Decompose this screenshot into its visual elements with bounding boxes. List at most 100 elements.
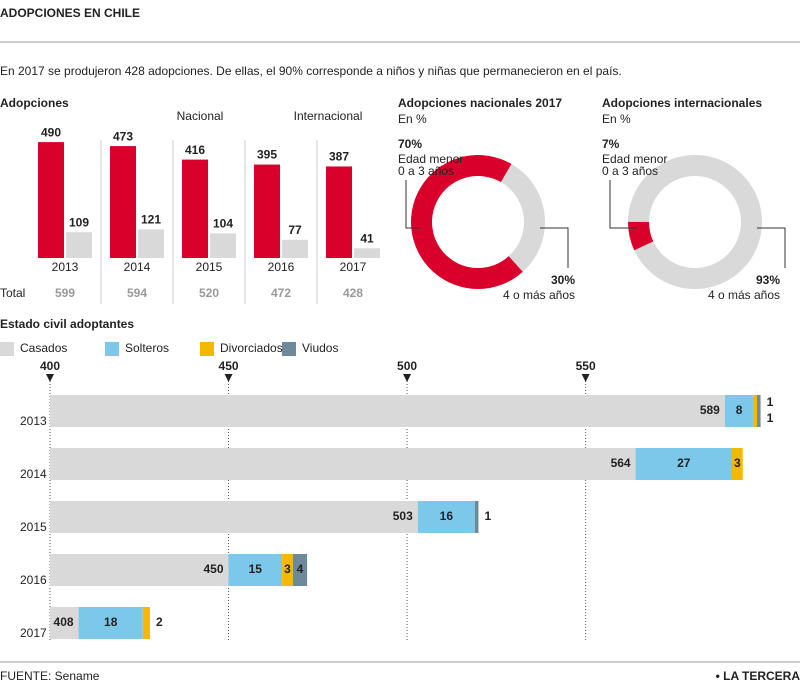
bar bbox=[326, 166, 352, 258]
value-label: 503 bbox=[393, 509, 413, 523]
category-label: 4 o más años bbox=[708, 288, 780, 302]
y-tick-label: 2016 bbox=[20, 573, 47, 587]
page-title: ADOPCIONES EN CHILE bbox=[0, 6, 140, 20]
bar bbox=[182, 159, 208, 258]
total-value: 594 bbox=[127, 286, 147, 300]
bar-segment bbox=[732, 448, 743, 480]
value-label: 1 bbox=[767, 395, 774, 409]
value-label: 27 bbox=[677, 456, 691, 470]
value-label: 16 bbox=[440, 509, 454, 523]
leader-line bbox=[540, 227, 569, 268]
donut-segment bbox=[410, 154, 523, 289]
value-label: 2 bbox=[156, 615, 163, 629]
value-label: 77 bbox=[288, 223, 302, 237]
x-tick-label: 500 bbox=[397, 359, 417, 373]
bar-segment bbox=[417, 501, 475, 533]
chart-subtitle: En % bbox=[602, 112, 631, 126]
bar bbox=[254, 164, 280, 258]
legend-swatch bbox=[282, 342, 296, 356]
bar-segment bbox=[757, 395, 761, 427]
legend-swatch bbox=[200, 342, 214, 356]
bar bbox=[282, 239, 308, 258]
y-tick-label: 2017 bbox=[20, 626, 47, 640]
total-value: 428 bbox=[343, 286, 363, 300]
brand: • LA TERCERA bbox=[716, 669, 800, 683]
leader-line bbox=[757, 227, 786, 268]
x-tick-label: 2013 bbox=[52, 260, 79, 274]
bar-segment bbox=[635, 448, 733, 480]
value-label: 395 bbox=[257, 148, 277, 162]
category-label: 0 a 3 años bbox=[602, 164, 658, 178]
value-label: 109 bbox=[69, 215, 89, 229]
value-label: 18 bbox=[104, 615, 118, 629]
value-label: 408 bbox=[54, 615, 74, 629]
category-label: Edad menor bbox=[398, 152, 463, 166]
donut-segment bbox=[628, 155, 762, 289]
x-tick-label: 2016 bbox=[268, 260, 295, 274]
legend-swatch bbox=[0, 342, 14, 356]
bar-segment bbox=[50, 448, 636, 480]
value-label: 4 bbox=[297, 562, 304, 576]
legend-label: Viudos bbox=[302, 341, 338, 355]
series-label: Internacional bbox=[294, 109, 363, 123]
intro: En 2017 se produjeron 428 adopciones. De… bbox=[0, 64, 622, 78]
bar-segment bbox=[50, 607, 79, 639]
bar-segment bbox=[50, 554, 229, 586]
chart-title: Estado civil adoptantes bbox=[0, 317, 134, 331]
x-tick-label: 550 bbox=[576, 359, 596, 373]
chart-subtitle: En % bbox=[398, 112, 427, 126]
bar bbox=[66, 232, 92, 258]
chart-title: Adopciones internacionales bbox=[602, 96, 762, 110]
value-label: 15 bbox=[249, 562, 263, 576]
x-tick-label: 2014 bbox=[124, 260, 151, 274]
category-label: 0 a 3 años bbox=[398, 164, 454, 178]
value-label: 93% bbox=[756, 273, 780, 287]
value-label: 30% bbox=[551, 273, 575, 287]
x-tick-label: 400 bbox=[40, 359, 60, 373]
total-label: Total bbox=[0, 286, 25, 300]
total-value: 520 bbox=[199, 286, 219, 300]
total-value: 472 bbox=[271, 286, 291, 300]
bar-segment bbox=[292, 554, 308, 586]
value-label: 450 bbox=[204, 562, 224, 576]
tick-marker bbox=[403, 374, 412, 382]
value-label: 121 bbox=[141, 213, 161, 227]
y-tick-label: 2013 bbox=[20, 414, 47, 428]
value-label: 104 bbox=[213, 217, 233, 231]
bar bbox=[354, 248, 380, 258]
category-label: Edad menor bbox=[602, 152, 667, 166]
tick-marker bbox=[46, 374, 54, 382]
leader-line bbox=[609, 180, 637, 229]
tick-marker bbox=[581, 374, 590, 382]
x-tick-label: 450 bbox=[219, 359, 239, 373]
bar-segment bbox=[474, 501, 479, 533]
value-label: 416 bbox=[185, 143, 205, 157]
bar bbox=[138, 229, 164, 258]
bar-segment bbox=[78, 607, 143, 639]
donut-segment bbox=[628, 221, 654, 251]
legend-label: Solteros bbox=[125, 341, 169, 355]
value-label: 8 bbox=[736, 403, 743, 417]
bar-segment bbox=[753, 395, 758, 427]
value-label: 3 bbox=[284, 562, 291, 576]
value-label: 473 bbox=[113, 129, 133, 143]
value-label: 1 bbox=[767, 411, 774, 425]
bar bbox=[38, 142, 64, 258]
source: FUENTE: Sename bbox=[0, 669, 100, 683]
chart-title: Adopciones nacionales 2017 bbox=[398, 96, 562, 110]
value-label: 3 bbox=[734, 456, 741, 470]
bar-segment bbox=[50, 501, 418, 533]
y-tick-label: 2014 bbox=[20, 467, 47, 481]
value-label: 1 bbox=[484, 509, 491, 523]
bar bbox=[110, 146, 136, 258]
chart-title: Adopciones bbox=[0, 96, 69, 110]
y-tick-label: 2015 bbox=[20, 520, 47, 534]
bar bbox=[210, 233, 236, 258]
bar-segment bbox=[282, 554, 293, 586]
value-label: 387 bbox=[329, 150, 349, 164]
x-tick-label: 2015 bbox=[196, 260, 223, 274]
bar-segment bbox=[724, 395, 754, 427]
value-label: 41 bbox=[360, 231, 374, 245]
category-label: 4 o más años bbox=[503, 288, 575, 302]
